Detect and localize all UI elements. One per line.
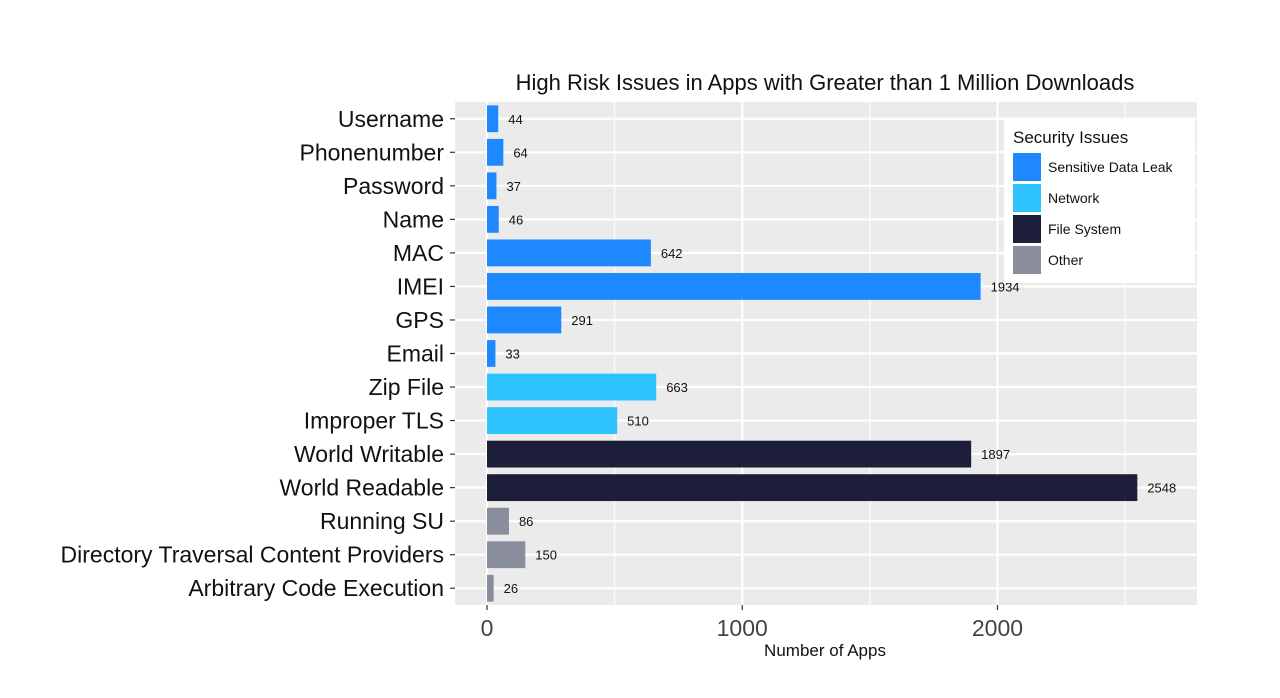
category-label: World Readable — [279, 475, 444, 501]
bar-value-label: 64 — [513, 145, 527, 160]
category-label: Password — [343, 173, 444, 199]
bar-value-label: 33 — [505, 347, 519, 362]
bar-value-label: 44 — [508, 112, 522, 127]
x-tick-label: 0 — [481, 615, 494, 641]
bar — [487, 541, 526, 569]
category-label: Improper TLS — [304, 408, 444, 434]
legend-key — [1013, 184, 1041, 212]
bars: 44 64 37 46 642 1934 291 33 663 510 1897 2548 86 150 2… — [487, 105, 1176, 602]
x-axis-title: Number of Apps — [764, 641, 886, 660]
bar — [487, 440, 972, 468]
legend-title: Security Issues — [1013, 128, 1128, 147]
bar — [487, 105, 499, 133]
category-label: Directory Traversal Content Providers — [61, 542, 444, 568]
bar — [487, 239, 651, 267]
bar — [487, 574, 494, 602]
bar-value-label: 510 — [627, 414, 649, 429]
bar-value-label: 2548 — [1147, 481, 1176, 496]
bar-value-label: 1934 — [991, 279, 1020, 294]
bar — [487, 205, 499, 233]
x-tick-label: 2000 — [972, 615, 1023, 641]
bar-value-label: 37 — [506, 179, 520, 194]
bar — [487, 507, 509, 535]
x-axis: 0 1000 2000 — [481, 605, 1023, 641]
category-label: Zip File — [369, 374, 444, 400]
legend-label: Sensitive Data Leak — [1048, 159, 1174, 175]
bar-value-label: 86 — [519, 514, 533, 529]
category-label: Arbitrary Code Execution — [188, 575, 444, 601]
category-label: Name — [383, 206, 444, 232]
category-label: IMEI — [397, 273, 444, 299]
bar — [487, 172, 497, 200]
bar — [487, 474, 1138, 502]
bar-value-label: 26 — [504, 581, 518, 596]
bar-value-label: 46 — [509, 212, 523, 227]
legend-label: Other — [1048, 252, 1083, 268]
category-label: MAC — [393, 240, 444, 266]
bar-value-label: 663 — [666, 380, 688, 395]
legend-label: Network — [1048, 190, 1100, 206]
bar-value-label: 291 — [571, 313, 593, 328]
bar — [487, 306, 562, 334]
x-tick-label: 1000 — [717, 615, 768, 641]
legend-key — [1013, 153, 1041, 181]
category-label: Username — [338, 106, 444, 132]
bar — [487, 340, 496, 367]
category-label: GPS — [395, 307, 444, 333]
legend-key — [1013, 215, 1041, 243]
bar — [487, 273, 981, 300]
legend: Security Issues Sensitive Data Leak Netwo… — [1004, 118, 1195, 283]
chart-title: High Risk Issues in Apps with Greater th… — [516, 70, 1135, 95]
legend-label: File System — [1048, 221, 1121, 237]
bar-value-label: 642 — [661, 246, 683, 261]
category-label: World Writable — [294, 441, 444, 467]
legend-key — [1013, 246, 1041, 274]
category-axis: Username Phonenumber Password Name MAC IMEI GP… — [61, 106, 455, 601]
bar — [487, 373, 657, 401]
bar-value-label: 1897 — [981, 447, 1010, 462]
bar-value-label: 150 — [535, 548, 557, 563]
bar — [487, 407, 618, 434]
bar — [487, 138, 504, 166]
category-label: Email — [386, 341, 444, 367]
category-label: Running SU — [320, 508, 444, 534]
category-label: Phonenumber — [300, 139, 445, 165]
